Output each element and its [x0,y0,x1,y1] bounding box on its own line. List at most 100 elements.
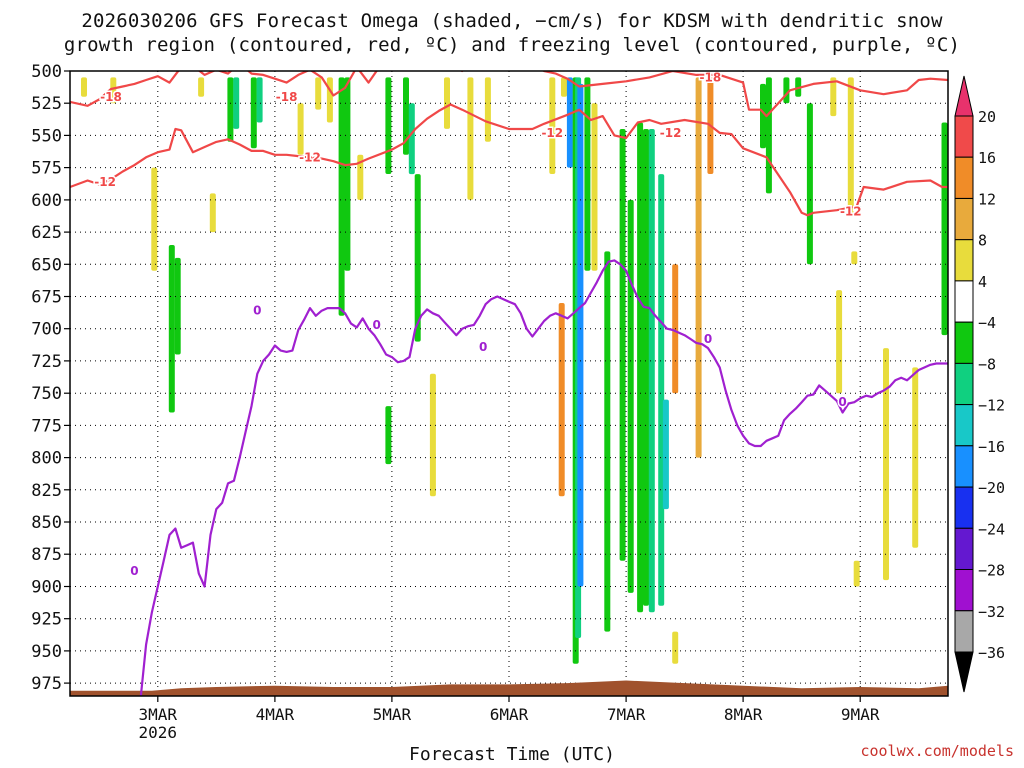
colorbar-label-0: 20 [978,108,996,126]
pressure-tick-label-10: 750 [31,384,62,404]
pressure-tick-label-19: 975 [31,674,62,694]
dgz-bottom-label-2: -12 [541,126,563,140]
omega-cell-40 [648,129,655,613]
dgz-bottom-label-3: -12 [660,126,682,140]
omega-cell-10 [256,77,263,123]
pressure-tick-label-8: 700 [31,320,62,340]
watermark: coolwx.com/models [860,742,1014,760]
omega-cell-18 [385,406,392,465]
colorbar-label-10: −24 [978,520,1005,538]
colorbar-top-arrow [954,75,974,117]
omega-cell-38 [637,122,644,613]
omega-cell-55 [851,251,858,265]
omega-cell-47 [760,83,766,149]
omega-cell-4 [174,257,181,355]
pressure-tick-label-14: 850 [31,513,62,533]
dgz-top-b-label-0: -18 [700,70,722,84]
dgz-mid-contour [497,56,520,63]
omega-cell-9 [250,77,257,149]
omega-cell-32 [577,83,584,587]
omega-cell-12 [315,77,322,110]
omega-cell-7 [227,77,234,142]
omega-cell-34 [591,103,598,271]
omega-cell-19 [403,77,409,155]
omega-cell-8 [233,77,240,129]
omega-cell-11 [297,103,304,155]
colorbar-label-6: −8 [978,355,996,373]
omega-cell-59 [941,122,948,336]
freezing-level-label-3: 0 [479,340,487,354]
colorbar-swatch-4 [954,280,974,323]
chart-title-line1: 2026030206 GFS Forecast Omega (shaded, −… [81,10,943,32]
ground-layer [70,680,948,696]
omega-cell-35 [604,251,611,632]
pressure-tick-label-16: 900 [31,578,62,598]
omega-cell-37 [627,199,634,593]
freezing-level-label-4: 0 [704,332,712,346]
pressure-tick-label-1: 525 [31,94,62,114]
time-tick-label-1: 4MAR [256,705,295,724]
omega-cell-53 [836,290,843,394]
freezing-level-label-2: 0 [373,318,381,332]
omega-cell-45 [695,77,702,458]
colorbar-swatch-2 [954,198,974,241]
omega-cell-1 [110,77,117,104]
dgz-top-b-contour [541,71,948,118]
pressure-tick-label-0: 500 [31,62,62,82]
colorbar-label-2: 12 [978,191,996,209]
pressure-axis: 500 525 550 575 600 625 650 675 700 725 750 775 800 8… [31,62,70,694]
omega-cell-26 [549,77,556,174]
omega-cell-3 [168,245,175,413]
dgz-bottom-label-0: -12 [94,175,116,189]
omega-cell-54 [847,77,854,213]
omega-cell-25 [484,77,491,142]
freezing-level-label-5: 0 [838,395,846,409]
dgz-bottom-label-4: -12 [840,205,862,219]
colorbar-label-13: −36 [978,644,1005,662]
omega-cell-51 [806,103,813,265]
omega-cell-56 [853,560,860,587]
omega-cell-23 [444,77,450,129]
colorbar-swatch-5 [954,321,974,364]
omega-cell-21 [414,174,421,342]
colorbar-bottom-arrow [954,651,974,693]
colorbar-label-4: 4 [978,273,987,291]
dgz-bottom-contour [70,103,948,217]
colorbar-label-9: −20 [978,479,1005,497]
pressure-tick-label-6: 650 [31,255,62,275]
colorbar-label-1: 16 [978,149,996,167]
omega-shading-layer [81,77,948,664]
time-tick-label-5: 8MAR [724,705,763,724]
colorbar-label-5: −4 [978,314,996,332]
time-tick-sublabel-0: 2026 [139,723,178,742]
time-tick-label-0: 3MAR [139,705,178,724]
omega-cell-33 [584,77,591,271]
colorbar-swatch-12 [954,610,974,653]
pressure-tick-label-15: 875 [31,545,62,565]
pressure-tick-label-12: 800 [31,449,62,469]
pressure-tick-label-2: 550 [31,126,62,146]
colorbar-swatch-1 [954,156,974,199]
omega-cell-36 [619,129,626,561]
omega-cell-27 [561,77,567,97]
omega-cell-39 [643,129,649,606]
colorbar-swatch-6 [954,362,974,406]
omega-cell-24 [467,77,474,200]
colorbar-swatch-10 [954,527,974,570]
omega-cell-17 [385,77,392,174]
time-tick-label-4: 7MAR [607,705,646,724]
colorbar-swatch-9 [954,486,974,529]
omega-cell-42 [662,399,669,510]
x-axis-label: Forecast Time (UTC) [409,744,615,765]
colorbar-label-7: −12 [978,397,1005,415]
omega-cell-15 [344,77,351,271]
pressure-tick-label-7: 675 [31,288,62,308]
omega-cell-22 [429,373,436,497]
pressure-tick-label-18: 950 [31,642,62,662]
plot-frame [69,70,949,697]
omega-cell-49 [783,77,790,104]
colorbar-swatch-3 [954,239,974,282]
omega-cell-44 [672,631,679,664]
ground-surface [70,680,948,696]
